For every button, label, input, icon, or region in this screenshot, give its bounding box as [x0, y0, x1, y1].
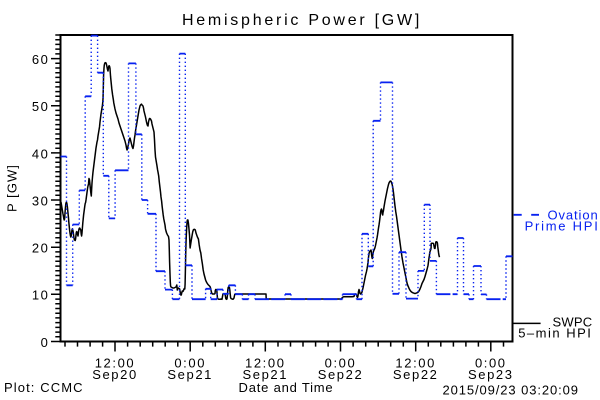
- svg-text:0:00: 0:00: [174, 355, 206, 370]
- svg-text:5–min HPI: 5–min HPI: [518, 326, 592, 341]
- svg-text:Ovation: Ovation: [548, 207, 599, 222]
- svg-text:Date and Time: Date and Time: [239, 380, 334, 395]
- svg-text:0:00: 0:00: [325, 355, 357, 370]
- svg-text:60: 60: [32, 52, 50, 67]
- svg-text:10: 10: [32, 288, 50, 303]
- svg-text:20: 20: [32, 241, 50, 256]
- svg-text:Sep23: Sep23: [468, 367, 514, 382]
- svg-text:Hemispheric Power [GW]: Hemispheric Power [GW]: [182, 12, 422, 29]
- svg-text:Sep21: Sep21: [167, 367, 213, 382]
- svg-text:50: 50: [32, 99, 50, 114]
- svg-text:12:00: 12:00: [95, 355, 136, 370]
- svg-text:P [GW]: P [GW]: [5, 164, 20, 212]
- svg-text:Sep22: Sep22: [393, 367, 439, 382]
- svg-text:12:00: 12:00: [245, 355, 286, 370]
- svg-text:SWPC: SWPC: [553, 315, 593, 330]
- svg-text:2015/09/23 03:20:09: 2015/09/23 03:20:09: [443, 383, 579, 398]
- svg-text:12:00: 12:00: [395, 355, 436, 370]
- svg-text:Prime HPI: Prime HPI: [525, 219, 600, 234]
- svg-text:0: 0: [41, 335, 50, 350]
- svg-text:40: 40: [32, 146, 50, 161]
- svg-text:Sep21: Sep21: [243, 367, 289, 382]
- svg-text:30: 30: [32, 193, 50, 208]
- svg-text:Plot: CCMC: Plot: CCMC: [4, 380, 84, 395]
- svg-text:0:00: 0:00: [475, 355, 507, 370]
- svg-text:Sep20: Sep20: [92, 367, 138, 382]
- svg-text:Sep22: Sep22: [318, 367, 364, 382]
